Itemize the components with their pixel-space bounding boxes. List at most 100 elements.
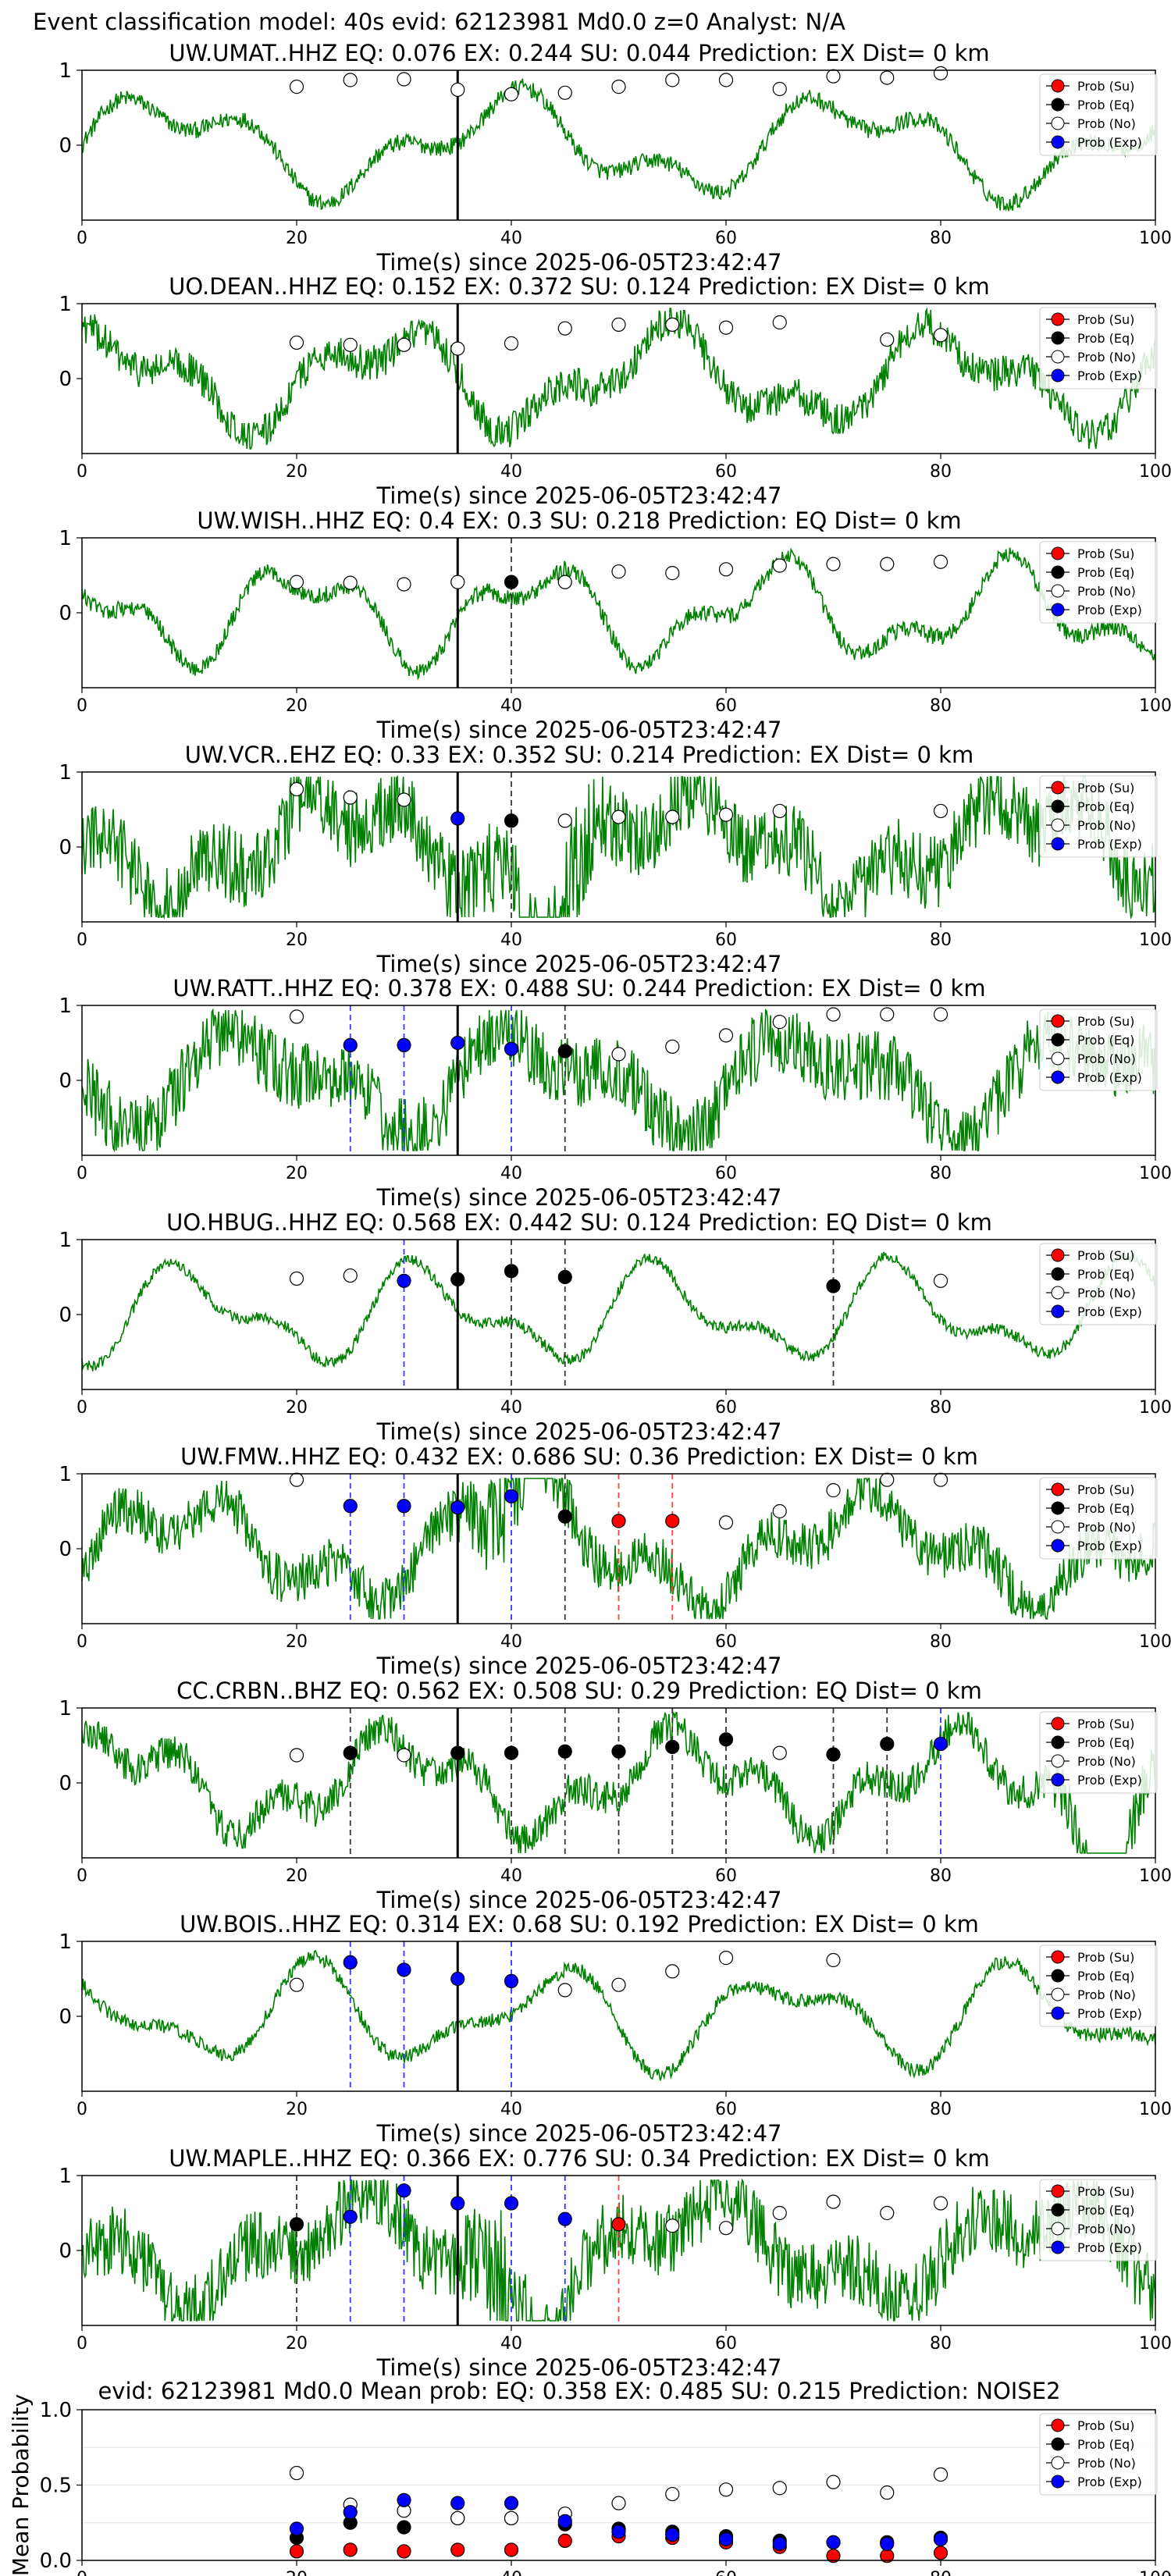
legend-label: Prob (Eq) [1077, 2203, 1134, 2218]
x-tick-label: 80 [930, 2334, 952, 2354]
prob-point-no [611, 1977, 626, 1992]
x-tick-label: 80 [930, 696, 952, 716]
station-panel: UW.RATT..HHZ EQ: 0.378 EX: 0.488 SU: 0.2… [59, 975, 1171, 1211]
mean-point-exp [397, 2492, 411, 2507]
panel-title: UO.DEAN..HHZ EQ: 0.152 EX: 0.372 SU: 0.1… [169, 273, 990, 300]
prob-point-exp [557, 2211, 572, 2226]
legend-marker-su [1051, 79, 1065, 93]
prob-point-no [289, 1271, 304, 1286]
legend-marker-no [1051, 1286, 1065, 1300]
x-tick-label: 100 [1139, 2569, 1171, 2576]
legend-label: Prob (No) [1077, 1051, 1136, 1066]
mean-point-exp [933, 2532, 949, 2547]
x-tick-label: 100 [1139, 1164, 1171, 1183]
prob-point-no [826, 1483, 841, 1498]
x-tick-label: 40 [500, 1632, 522, 1652]
prob-point-no [397, 337, 411, 352]
prob-point-no [665, 809, 680, 824]
legend-label: Prob (Eq) [1077, 1267, 1134, 1282]
prob-point-no [343, 790, 358, 805]
mean-point-no [665, 2486, 680, 2502]
legend-marker-no [1051, 350, 1065, 364]
waveform-trace [81, 307, 1156, 450]
prob-point-no [665, 2218, 680, 2233]
prob-point-no [504, 87, 519, 101]
x-axis-label: Time(s) since 2025-06-05T23:42:47 [376, 1887, 782, 1913]
prob-point-exp [343, 1499, 358, 1514]
panel-title: UW.WISH..HHZ EQ: 0.4 EX: 0.3 SU: 0.218 P… [197, 507, 961, 534]
prob-point-no [397, 1748, 411, 1763]
x-axis-label: Time(s) since 2025-06-05T23:42:47 [376, 1418, 782, 1445]
legend-marker-exp [1051, 2475, 1065, 2489]
legend-label: Prob (No) [1077, 1987, 1136, 2002]
prob-point-no [504, 336, 519, 350]
x-tick-label: 80 [930, 229, 952, 248]
legend-label: Prob (Su) [1077, 781, 1134, 795]
prob-point-no [718, 2221, 734, 2236]
prob-point-exp [343, 1037, 358, 1052]
legend-marker-su [1051, 312, 1065, 326]
x-tick-label: 20 [286, 696, 308, 716]
y-tick-label: 1 [59, 1463, 72, 1486]
x-tick-label: 40 [500, 229, 522, 248]
prob-point-eq [665, 1739, 680, 1755]
legend-marker-exp [1051, 135, 1065, 149]
prob-point-no [933, 803, 949, 819]
x-tick-label: 100 [1139, 2100, 1171, 2119]
prob-point-eq [504, 575, 519, 589]
legend-marker-su [1051, 1248, 1065, 1262]
legend-label: Prob (Eq) [1077, 799, 1134, 814]
station-panel: UW.WISH..HHZ EQ: 0.4 EX: 0.3 SU: 0.218 P… [59, 507, 1171, 743]
prob-point-exp [397, 2183, 411, 2198]
legend-label: Prob (No) [1077, 1520, 1136, 1535]
prob-point-no [557, 321, 572, 336]
panel-title: UW.UMAT..HHZ EQ: 0.076 EX: 0.244 SU: 0.0… [169, 40, 989, 66]
legend-marker-eq [1051, 1033, 1065, 1047]
prob-point-no [718, 73, 734, 87]
legend-marker-no [1051, 1754, 1065, 1768]
x-tick-label: 80 [930, 2100, 952, 2119]
prob-point-no [718, 1028, 734, 1043]
prob-point-eq [450, 1272, 465, 1286]
mean-point-no [611, 2496, 626, 2510]
legend-label: Prob (No) [1077, 2456, 1136, 2471]
x-tick-label: 100 [1139, 2334, 1171, 2354]
prob-point-no [880, 1007, 895, 1022]
y-tick-label: 0 [59, 368, 72, 391]
station-panel: UW.VCR..EHZ EQ: 0.33 EX: 0.352 SU: 0.214… [59, 742, 1171, 977]
waveform-trace [81, 1949, 1156, 2081]
prob-point-exp [397, 1962, 411, 1977]
legend-box [1039, 1477, 1158, 1560]
prob-point-no [289, 1977, 304, 1992]
legend-marker-no [1051, 584, 1065, 598]
station-panel: UW.UMAT..HHZ EQ: 0.076 EX: 0.244 SU: 0.0… [59, 40, 1171, 276]
y-tick-label: 1 [59, 293, 72, 316]
mean-point-eq [397, 2520, 411, 2535]
legend-box [1039, 2413, 1158, 2496]
x-tick-label: 20 [286, 229, 308, 248]
legend-marker-eq [1051, 1735, 1065, 1749]
mean-point-exp [343, 2505, 358, 2520]
legend-marker-no [1051, 1987, 1065, 2001]
legend-marker-no [1051, 2456, 1065, 2470]
legend-marker-eq [1051, 98, 1065, 112]
prob-point-no [826, 1952, 841, 1968]
legend-label: Prob (Su) [1077, 1950, 1134, 1965]
prob-point-no [933, 1007, 949, 1022]
x-tick-label: 40 [500, 696, 522, 716]
prob-point-no [772, 1745, 787, 1760]
legend-label: Prob (Eq) [1077, 98, 1134, 112]
prob-point-no [772, 315, 787, 330]
panel-title: UW.RATT..HHZ EQ: 0.378 EX: 0.488 SU: 0.2… [173, 975, 985, 1002]
prob-point-exp [343, 1955, 358, 1969]
mean-point-no [880, 2485, 895, 2500]
prob-point-no [933, 1472, 949, 1487]
prob-point-no [289, 335, 304, 350]
station-panel: UW.MAPLE..HHZ EQ: 0.366 EX: 0.776 SU: 0.… [59, 2145, 1171, 2381]
legend-label: Prob (Exp) [1077, 603, 1142, 617]
mean-point-no [826, 2475, 841, 2489]
y-tick-label: 1 [59, 1229, 72, 1252]
prob-point-exp [450, 2196, 465, 2211]
legend-label: Prob (No) [1077, 1754, 1136, 1769]
x-tick-label: 40 [500, 1164, 522, 1183]
